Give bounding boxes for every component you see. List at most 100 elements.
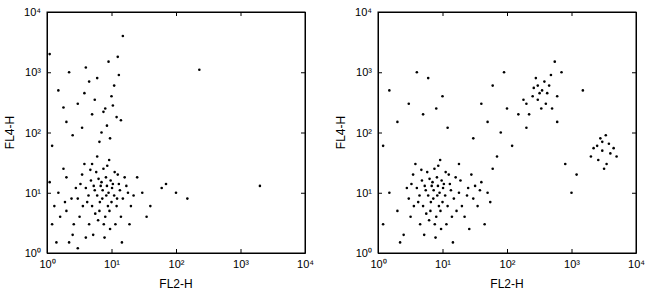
tick [301,253,305,254]
x-axis-title: FL2-H [159,277,192,291]
tick [632,133,636,134]
tick-mark [632,72,636,73]
tick-mark [176,12,177,16]
panel: 10⁰10¹10²10³10⁴10⁰10¹10²10³10⁴FL2-HFL4-H [3,6,314,291]
point [553,60,556,63]
point [68,71,71,74]
point [434,236,437,239]
point [472,197,475,200]
tick-mark [47,12,51,13]
point [64,201,67,204]
tick [301,133,305,134]
point [472,137,475,140]
point [75,187,78,190]
tick-label: 10² [356,127,372,139]
point [93,189,96,192]
point [528,113,531,116]
point [71,234,74,237]
point [122,35,125,38]
point [467,187,470,190]
point [70,197,73,200]
point [141,191,144,194]
point [432,189,435,192]
point [522,98,525,101]
tick-label: 10⁴ [24,6,41,18]
point [511,145,514,148]
point [601,149,604,152]
point [422,113,425,116]
axis: 10⁰10¹10²10³10⁴ [370,249,645,270]
axis [632,13,637,254]
point [423,185,426,188]
point [110,201,113,204]
point [104,215,107,218]
point [410,183,413,186]
tick [241,12,242,16]
point [428,219,431,222]
axis: 10⁰10¹10²10³10⁴ [24,6,51,259]
point [48,53,51,56]
plot-frame [378,12,636,253]
tick-mark [378,72,382,73]
point [427,77,430,80]
point [445,223,448,226]
point [615,155,618,158]
point [499,131,502,134]
point [461,205,464,208]
point [438,191,441,194]
x-axis-title: FL2-H [490,277,523,291]
point [486,121,489,124]
point [556,121,559,124]
point [451,215,454,218]
point [128,223,131,226]
points [48,35,261,250]
tick [301,193,305,194]
point [440,179,443,182]
tick: 10² [356,127,382,139]
point [444,194,447,197]
tick-label: 10¹ [435,258,451,270]
tick: 10³ [564,249,580,270]
point [48,181,51,184]
point [459,179,462,182]
point [609,152,612,155]
point [406,187,409,190]
axis-line [636,13,637,254]
point [81,126,84,129]
point [108,159,111,162]
point [76,102,79,105]
point [535,77,538,80]
point [127,191,130,194]
point [90,179,93,182]
tick-mark [241,12,242,16]
point [107,60,110,63]
point [596,145,599,148]
tick-mark [572,249,573,253]
point [439,210,442,213]
point [136,176,139,179]
point [443,183,446,186]
point [165,183,168,186]
point [95,171,98,174]
axis [48,12,306,16]
point [541,89,544,92]
point [115,205,118,208]
tick [572,12,573,16]
tick-label: 10⁰ [25,247,41,259]
point [435,107,438,110]
point [437,165,440,168]
tick-label: 10³ [564,258,580,270]
tick-label: 10⁴ [297,258,314,270]
tick-mark [241,249,242,253]
point [434,223,437,226]
point [109,137,112,140]
point [83,92,86,95]
point [421,179,424,182]
point [113,194,116,197]
point [81,173,84,176]
tick-label: 10³ [356,66,372,78]
tick [632,253,636,254]
point [68,241,71,244]
axis-line [305,13,306,254]
point [107,205,110,208]
